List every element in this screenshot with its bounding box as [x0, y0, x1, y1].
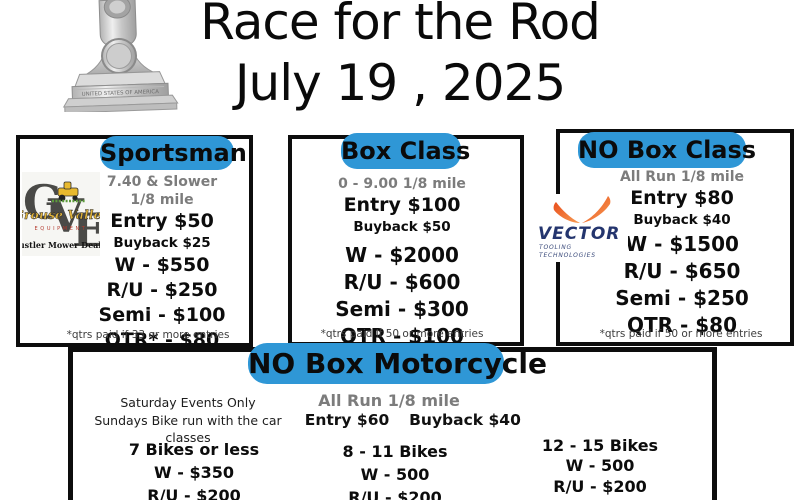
box-class-payout-qtr: QTR - $100	[340, 324, 464, 349]
tier-payout-ru: R/U - $200	[553, 476, 647, 496]
no-box-class-buyback: Buyback $40	[633, 211, 731, 228]
box-class-payout-semi: Semi - $300	[335, 297, 469, 322]
sportsman-footnote: *qtrs paid if 33 or more entries	[66, 329, 230, 341]
no-box-class-box: NO Box Class VECTOR TOOLING TECHNOLOGIES…	[534, 129, 794, 346]
tier-payout-semi: Semi $75	[508, 497, 692, 500]
box-class-payout-win: W - $2000	[345, 243, 459, 268]
motorcycle-schedule-notes: Saturday Events Only Sundays Bike run wi…	[73, 394, 303, 447]
no-box-class-entry-fee: Entry $80	[630, 187, 734, 210]
no-box-class-badge: NO Box Class	[578, 132, 756, 168]
no-box-motorcycle-box: NO Box Motorcycle Saturday Events Only S…	[68, 343, 717, 500]
sportsman-distance: 1/8 mile	[130, 192, 194, 209]
sportsman-payout-win: W - $550	[114, 254, 210, 277]
sportsman-payout-semi: Semi - $100	[98, 304, 226, 327]
gve-letter-e: E	[72, 203, 100, 256]
tier-title: 12 - 15 Bikes	[541, 436, 659, 455]
sportsman-buyback: Buyback $25	[113, 235, 211, 252]
box-class-index: 0 - 9.00 1/8 mile	[338, 176, 466, 192]
box-class-buyback: Buyback $50	[353, 218, 451, 235]
tier-payout-ru: R/U - $200	[348, 488, 442, 500]
motorcycle-entry-fee: Entry $60	[304, 411, 390, 429]
no-box-class-payout-semi: Semi - $250	[615, 286, 749, 311]
sportsman-box: Sportsman G V E Grouse Valley EQUIPMENT …	[16, 135, 253, 350]
motorcycle-distance: All Run 1/8 mile	[318, 391, 460, 410]
box-class-box: Box Class 0 - 9.00 1/8 mile Entry $100 B…	[288, 133, 524, 347]
tier-payout-ru: R/U - $200	[147, 486, 241, 500]
box-class-badge: Box Class	[341, 133, 470, 169]
motorcycle-note-sunday: Sundays Bike run with the car classes	[94, 412, 282, 446]
no-box-class-payout-ru: R/U - $650	[623, 259, 741, 284]
no-box-class-footnote: *qtrs paid if 50 or more entries	[599, 328, 763, 340]
box-class-details: 0 - 9.00 1/8 mile Entry $100 Buyback $50…	[292, 175, 512, 347]
trophy-icon: UNITED STATES OF AMERICA	[62, 0, 179, 112]
no-box-class-payout-win: W - $1500	[625, 232, 739, 257]
tier-title: 8 - 11 Bikes	[342, 442, 448, 461]
sportsman-class-badge: Sportsman	[100, 136, 247, 170]
gve-dealer-line: Hustler Mower Dealer	[22, 240, 100, 250]
no-box-class-details: All Run 1/8 mile Entry $80 Buyback $40 W…	[596, 168, 768, 336]
no-box-motorcycle-badge: NO Box Motorcycle	[248, 343, 547, 384]
mower-icon	[52, 181, 86, 203]
box-class-payout-ru: R/U - $600	[343, 270, 461, 295]
page-title: Race for the Rod July 19 , 2025	[0, 0, 800, 114]
motorcycle-buyback: Buyback $40	[409, 411, 521, 429]
motorcycle-tier-large: 12 - 15 Bikes W - 500 R/U - $200 Semi $7…	[508, 436, 692, 500]
box-class-footnote: *qtrs paid if 50 or more entries	[320, 328, 484, 340]
sportsman-payout-ru: R/U - $250	[106, 279, 218, 302]
tier-payout-win: W - 500	[360, 465, 430, 485]
box-class-entry-fee: Entry $100	[343, 194, 461, 217]
event-date: July 19 , 2025	[234, 54, 566, 112]
vector-technologies-line: TECHNOLOGIES	[539, 252, 596, 259]
sportsman-index: 7.40 & Slower	[106, 174, 218, 190]
grouse-valley-equipment-logo: G V E Grouse Valley EQUIPMENT Hustler Mo…	[22, 172, 100, 256]
motorcycle-tier-medium: 8 - 11 Bikes W - 500 R/U - $200	[303, 440, 487, 500]
sportsman-payout-qtr: QTR* - $80	[104, 328, 220, 351]
gve-script-name: Grouse Valley	[22, 207, 100, 222]
tier-payout-win: W - $350	[154, 463, 234, 483]
no-box-class-payout-qtr: QTR - $80	[626, 313, 738, 338]
sportsman-details: 7.40 & Slower 1/8 mile Entry $50 Buyback…	[84, 173, 240, 351]
trophy-base-text: UNITED STATES OF AMERICA	[82, 89, 160, 98]
motorcycle-note-saturday: Saturday Events Only	[120, 395, 256, 410]
sportsman-entry-fee: Entry $50	[110, 210, 214, 233]
tier-title: 7 Bikes or less	[128, 440, 260, 459]
motorcycle-tier-small: 7 Bikes or less W - $350 R/U - $200	[102, 438, 286, 500]
event-title: Race for the Rod	[200, 0, 601, 51]
gve-letter-v: V	[47, 189, 85, 243]
gve-equipment-word: EQUIPMENT	[35, 226, 88, 232]
vector-wordmark: VECTOR	[538, 224, 620, 244]
vector-swoosh-icon	[553, 196, 611, 223]
vector-tooling-logo: VECTOR TOOLING TECHNOLOGIES	[534, 194, 628, 262]
vector-tooling-line: TOOLING	[539, 244, 572, 251]
no-box-class-index: All Run 1/8 mile	[619, 169, 745, 185]
tier-payout-win: W - 500	[565, 456, 635, 476]
